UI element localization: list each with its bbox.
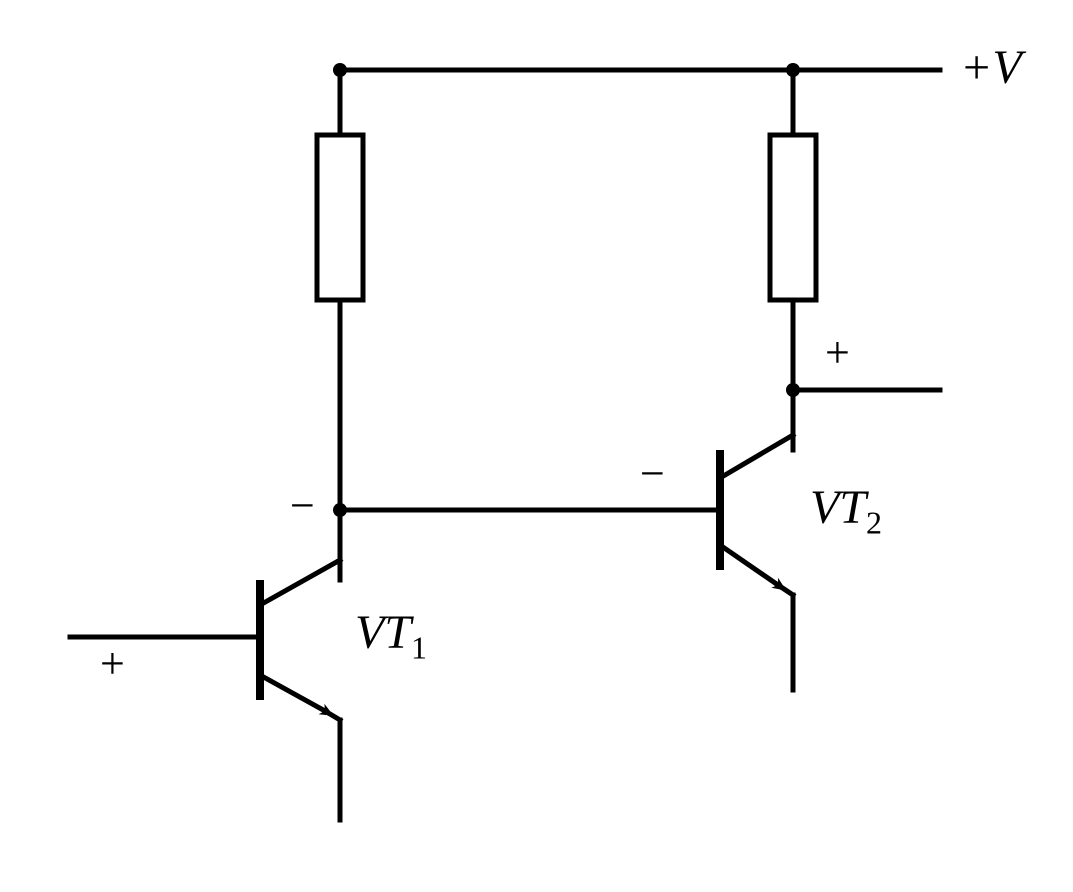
vt1-collector-sign: −: [290, 480, 315, 531]
junction-nodes: [333, 63, 800, 517]
resistors: [317, 135, 816, 300]
vt2-collector-sign: +: [825, 327, 850, 378]
supply-label: +V: [960, 40, 1022, 95]
vt1-base-sign: +: [100, 638, 125, 689]
vt2-base-sign: −: [640, 448, 665, 499]
circuit-diagram: [0, 0, 1073, 892]
vt1-label: VT1: [355, 605, 427, 667]
vt2-label: VT2: [810, 480, 882, 542]
wires: [70, 70, 940, 820]
